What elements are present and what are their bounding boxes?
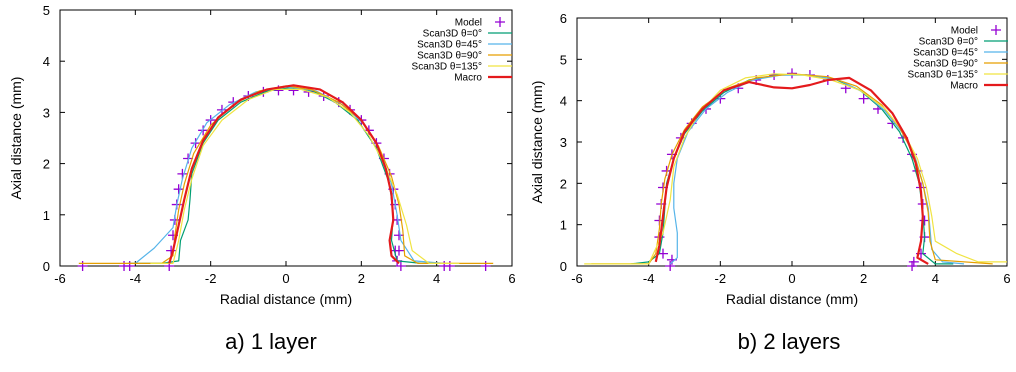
chart-a-ylabel: Axial distance (mm) — [8, 77, 24, 200]
chart-b-ytick-label: 0 — [560, 259, 567, 274]
chart-a-legend-swatch — [495, 17, 505, 27]
chart-a-caption: a) 1 layer — [225, 329, 317, 354]
chart-a-series-0-point — [444, 261, 455, 271]
chart-b-xtick-label: 2 — [860, 271, 867, 286]
chart-a-series-0-point — [124, 261, 135, 271]
chart-a-xtick-label: -6 — [54, 271, 66, 286]
chart-b-series-3-line — [591, 73, 993, 265]
chart-b-ytick-label: 5 — [560, 52, 567, 67]
chart-a-legend-label: Scan3D θ=45° — [417, 40, 482, 51]
chart-a-xtick-label: -2 — [205, 271, 217, 286]
chart-a-ytick-label: 1 — [43, 208, 50, 223]
chart-a-legend-label: Scan3D θ=90° — [417, 51, 482, 62]
chart-a-ytick-label: 2 — [43, 157, 50, 172]
chart-b-ytick-label: 1 — [560, 218, 567, 233]
chart-b-legend-label: Model — [951, 26, 978, 37]
chart-a-series-0-point — [395, 261, 406, 271]
chart-b-series — [584, 68, 1007, 271]
chart-b-ylabel: Axial distance (mm) — [529, 81, 545, 204]
chart-b-legend-label: Scan3D θ=135° — [908, 70, 978, 81]
chart-a-xtick-label: -4 — [130, 271, 142, 286]
chart-a-xtick-label: 6 — [508, 271, 515, 286]
chart-b-legend-swatch — [991, 25, 1001, 35]
chart-a-ytick-label: 0 — [43, 259, 50, 274]
chart-b-series-0-point — [919, 215, 930, 226]
chart-a-ytick-label: 3 — [43, 105, 50, 120]
chart-b-xtick-label: -4 — [643, 271, 655, 286]
chart-a-series-0-point — [77, 261, 88, 271]
chart-a-legend-label: Scan3D θ=135° — [412, 62, 482, 73]
chart-b-legend-label: Scan3D θ=45° — [913, 48, 978, 59]
chart-b-xtick-label: 4 — [932, 271, 939, 286]
chart-a-xtick-label: 2 — [358, 271, 365, 286]
chart-b-legend-label: Scan3D θ=90° — [913, 59, 978, 70]
chart-b-ytick-label: 6 — [560, 11, 567, 26]
chart-a-series-4-line — [150, 88, 460, 264]
chart-a-series-0-point — [394, 230, 404, 241]
chart-a-legend-label: Model — [455, 18, 482, 29]
chart-a-series-0-point — [198, 125, 209, 136]
chart-a-ytick-label: 4 — [43, 54, 50, 69]
chart-a-ytick-label: 5 — [43, 3, 50, 18]
chart-a-legend-label: Scan3D θ=0° — [423, 29, 482, 40]
chart-b-legend-label: Scan3D θ=0° — [919, 37, 978, 48]
chart-a-xlabel: Radial distance (mm) — [220, 291, 352, 307]
chart-a-xtick-label: 0 — [282, 271, 289, 286]
chart-b-series-0-point — [908, 256, 919, 267]
chart-a-series-5-line — [168, 84, 400, 265]
chart-b-ytick-label: 4 — [560, 94, 567, 109]
chart-b-caption: b) 2 layers — [738, 329, 841, 354]
chart-b-series-0-point — [907, 261, 918, 271]
chart-b-legend-label: Macro — [950, 81, 978, 92]
chart-a-xtick-label: 4 — [433, 271, 440, 286]
chart-b-xtick-label: -2 — [715, 271, 727, 286]
chart-b-series-5-line — [654, 76, 929, 265]
chart-b-series-4-line — [584, 73, 1007, 265]
chart-b-xtick-label: 0 — [788, 271, 795, 286]
chart-a-series — [77, 84, 494, 271]
chart-b-xlabel: Radial distance (mm) — [726, 291, 858, 307]
chart-b-ytick-label: 2 — [560, 176, 567, 191]
chart-b-series-0-point — [665, 261, 676, 271]
chart-b-ytick-label: 3 — [560, 135, 567, 150]
chart-a-series-0-point — [173, 184, 184, 195]
chart-a-ticks: -6 -4 -2 0 2 4 6 0 1 2 3 4 5 — [43, 3, 516, 286]
chart-b-series-0-point — [858, 93, 869, 104]
chart-a-legend-label: Macro — [454, 73, 482, 84]
chart-b-xtick-label: 6 — [1003, 271, 1010, 286]
chart-a-series-0-point — [480, 261, 491, 271]
chart-b-xtick-label: -6 — [571, 271, 583, 286]
chart-a-series-0-point — [190, 138, 201, 149]
